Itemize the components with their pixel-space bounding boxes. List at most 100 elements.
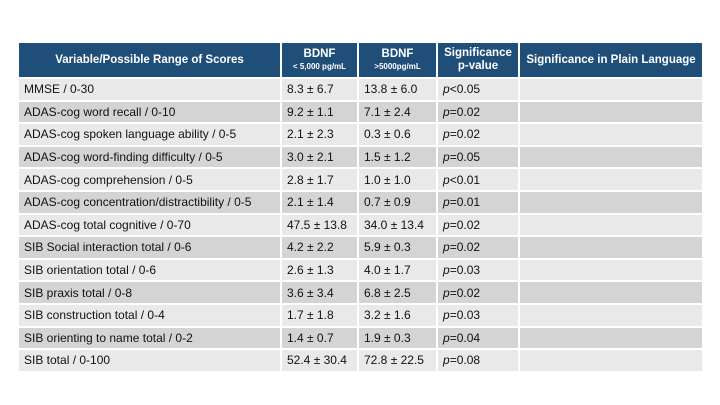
p-letter: p <box>443 195 450 210</box>
p-letter: p <box>443 330 450 345</box>
cell-bdnf-low: 8.3 ± 6.7 <box>281 77 359 101</box>
cell-bdnf-low: 9.2 ± 1.1 <box>281 99 359 124</box>
p-value: =0.02 <box>449 285 481 300</box>
cell-bdnf-high: 1.9 ± 0.3 <box>358 325 438 350</box>
cell-p-value: p=0.02 <box>437 280 520 304</box>
p-letter: p <box>443 104 450 119</box>
cell-bdnf-low: 2.1 ± 2.3 <box>281 122 359 146</box>
header-bdnf-low-sub: < 5,000 pg/mL <box>292 62 347 71</box>
results-table: Variable/Possible Range of Scores BDNF <… <box>19 43 702 371</box>
cell-plain-language <box>519 144 702 169</box>
cell-variable: MMSE / 0-30 <box>19 77 282 101</box>
table-row: ADAS-cog concentration/distractibility /… <box>19 189 702 214</box>
table-row: SIB orienting to name total / 0-2 1.4 ± 0… <box>19 325 702 350</box>
cell-plain-language <box>519 212 702 237</box>
p-value: <0.01 <box>449 172 481 187</box>
header-significance: Significance p-value <box>437 43 520 78</box>
cell-bdnf-low: 2.8 ± 1.7 <box>281 167 359 191</box>
p-value: =0.08 <box>449 353 481 368</box>
p-letter: p <box>443 150 450 165</box>
cell-plain-language <box>519 348 702 371</box>
p-value: <0.05 <box>449 82 481 97</box>
cell-bdnf-low: 52.4 ± 30.4 <box>281 348 359 371</box>
table-row: SIB total / 0-100 52.4 ± 30.4 72.8 ± 22.5 p… <box>19 348 702 371</box>
header-bdnf-high-title: BDNF <box>381 48 414 60</box>
cell-bdnf-low: 1.7 ± 1.8 <box>281 302 359 327</box>
cell-p-value: p=0.02 <box>437 99 520 124</box>
p-letter: p <box>443 263 450 278</box>
cell-variable: ADAS-cog concentration/distractibility /… <box>19 189 282 214</box>
cell-bdnf-high: 1.5 ± 1.2 <box>358 144 438 169</box>
cell-p-value: p<0.01 <box>437 167 520 191</box>
cell-bdnf-high: 5.9 ± 0.3 <box>358 235 438 259</box>
p-letter: p <box>443 308 450 323</box>
table-row: ADAS-cog word recall / 0-10 9.2 ± 1.1 7.1 … <box>19 99 702 124</box>
cell-bdnf-high: 1.0 ± 1.0 <box>358 167 438 191</box>
cell-plain-language <box>519 122 702 146</box>
cell-bdnf-high: 72.8 ± 22.5 <box>358 348 438 371</box>
cell-variable: ADAS-cog word-finding difficulty / 0-5 <box>19 144 282 169</box>
cell-p-value: p=0.02 <box>437 235 520 259</box>
cell-bdnf-low: 1.4 ± 0.7 <box>281 325 359 350</box>
cell-variable: ADAS-cog total cognitive / 0-70 <box>19 212 282 237</box>
p-letter: p <box>443 172 450 187</box>
cell-bdnf-low: 3.6 ± 3.4 <box>281 280 359 304</box>
p-value: =0.02 <box>449 217 481 232</box>
p-value: =0.05 <box>449 150 481 165</box>
cell-plain-language <box>519 257 702 282</box>
p-letter: p <box>443 217 450 232</box>
p-value: =0.02 <box>449 104 481 119</box>
cell-p-value: p=0.03 <box>437 302 520 327</box>
cell-plain-language <box>519 189 702 214</box>
p-value: =0.03 <box>449 308 481 323</box>
p-value: =0.02 <box>449 240 481 255</box>
cell-p-value: p=0.03 <box>437 257 520 282</box>
table-body: MMSE / 0-30 8.3 ± 6.7 13.8 ± 6.0 p<0.05 ADAS… <box>19 77 702 371</box>
cell-variable: SIB orientation total / 0-6 <box>19 257 282 282</box>
cell-p-value: p=0.02 <box>437 212 520 237</box>
header-bdnf-low-title: BDNF <box>303 48 336 60</box>
cell-bdnf-high: 0.7 ± 0.9 <box>358 189 438 214</box>
header-bdnf-high-sub: >5000pg/mL <box>374 62 421 71</box>
cell-plain-language <box>519 235 702 259</box>
cell-p-value: p=0.04 <box>437 325 520 350</box>
cell-p-value: p=0.02 <box>437 122 520 146</box>
results-table-container: Variable/Possible Range of Scores BDNF <… <box>19 43 702 371</box>
cell-plain-language <box>519 77 702 101</box>
table-row: SIB orientation total / 0-6 2.6 ± 1.3 4.0 … <box>19 257 702 282</box>
cell-variable: ADAS-cog spoken language ability / 0-5 <box>19 122 282 146</box>
cell-variable: SIB praxis total / 0-8 <box>19 280 282 304</box>
cell-p-value: p=0.08 <box>437 348 520 371</box>
table-row: ADAS-cog spoken language ability / 0-5 2.… <box>19 122 702 146</box>
cell-variable: ADAS-cog comprehension / 0-5 <box>19 167 282 191</box>
table-row: ADAS-cog word-finding difficulty / 0-5 3.… <box>19 144 702 169</box>
p-letter: p <box>443 240 450 255</box>
cell-bdnf-high: 7.1 ± 2.4 <box>358 99 438 124</box>
header-plain-language: Significance in Plain Language <box>519 43 702 78</box>
cell-bdnf-low: 3.0 ± 2.1 <box>281 144 359 169</box>
table-row: SIB Social interaction total / 0-6 4.2 ± … <box>19 235 702 259</box>
table-row: ADAS-cog comprehension / 0-5 2.8 ± 1.7 1.0… <box>19 167 702 191</box>
header-variable: Variable/Possible Range of Scores <box>19 43 282 78</box>
table-header-row: Variable/Possible Range of Scores BDNF <… <box>19 43 702 78</box>
cell-bdnf-low: 4.2 ± 2.2 <box>281 235 359 259</box>
cell-variable: SIB total / 0-100 <box>19 348 282 371</box>
cell-variable: ADAS-cog word recall / 0-10 <box>19 99 282 124</box>
table-row: SIB praxis total / 0-8 3.6 ± 3.4 6.8 ± 2.5… <box>19 280 702 304</box>
cell-variable: SIB orienting to name total / 0-2 <box>19 325 282 350</box>
cell-p-value: p=0.01 <box>437 189 520 214</box>
p-letter: p <box>443 127 450 142</box>
cell-plain-language <box>519 302 702 327</box>
p-letter: p <box>443 285 450 300</box>
cell-bdnf-high: 6.8 ± 2.5 <box>358 280 438 304</box>
header-bdnf-low: BDNF < 5,000 pg/mL <box>281 43 359 78</box>
cell-p-value: p<0.05 <box>437 77 520 101</box>
cell-bdnf-high: 34.0 ± 13.4 <box>358 212 438 237</box>
cell-bdnf-high: 13.8 ± 6.0 <box>358 77 438 101</box>
p-value: =0.04 <box>449 330 481 345</box>
p-value: =0.02 <box>449 127 481 142</box>
cell-plain-language <box>519 325 702 350</box>
cell-bdnf-high: 0.3 ± 0.6 <box>358 122 438 146</box>
p-value: =0.03 <box>449 263 481 278</box>
cell-bdnf-low: 47.5 ± 13.8 <box>281 212 359 237</box>
